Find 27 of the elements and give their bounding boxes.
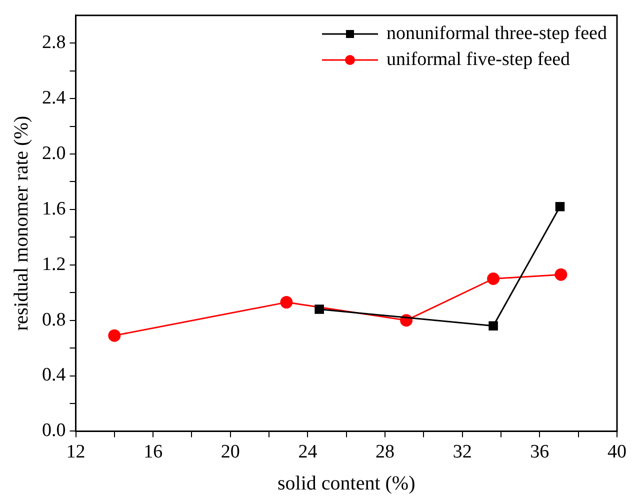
y-tick-label: 0.0 bbox=[42, 420, 66, 442]
y-tick-label: 1.6 bbox=[42, 198, 66, 220]
x-axis-title: solid content (%) bbox=[278, 472, 416, 494]
y-tick-label: 2.8 bbox=[42, 32, 66, 54]
point bbox=[555, 202, 565, 212]
legend-label: uniformal five-step feed bbox=[386, 49, 570, 72]
x-tick-label: 12 bbox=[66, 442, 86, 463]
x-tick-label: 28 bbox=[376, 442, 395, 463]
point bbox=[554, 268, 568, 281]
point bbox=[280, 296, 293, 309]
point bbox=[487, 272, 500, 285]
y-tick-label: 1.2 bbox=[42, 254, 66, 275]
x-tick-label: 20 bbox=[220, 442, 240, 463]
point bbox=[488, 321, 498, 331]
point bbox=[314, 304, 324, 314]
y-tick-label: 2.0 bbox=[42, 142, 66, 164]
y-tick-label: 2.4 bbox=[42, 88, 66, 109]
x-tick-label: 40 bbox=[608, 442, 626, 463]
x-tick-label: 36 bbox=[530, 442, 550, 463]
x-tick-label: 16 bbox=[144, 442, 163, 463]
y-tick-label: 0.4 bbox=[42, 364, 66, 386]
point bbox=[108, 329, 121, 342]
x-tick-label: 32 bbox=[452, 442, 472, 463]
y-tick-label: 0.8 bbox=[42, 309, 66, 330]
legend-label: nonuniformal three-step feed bbox=[386, 23, 607, 46]
x-tick-label: 24 bbox=[298, 442, 318, 463]
y-axis-title: residual monomer rate (%) bbox=[10, 116, 32, 331]
